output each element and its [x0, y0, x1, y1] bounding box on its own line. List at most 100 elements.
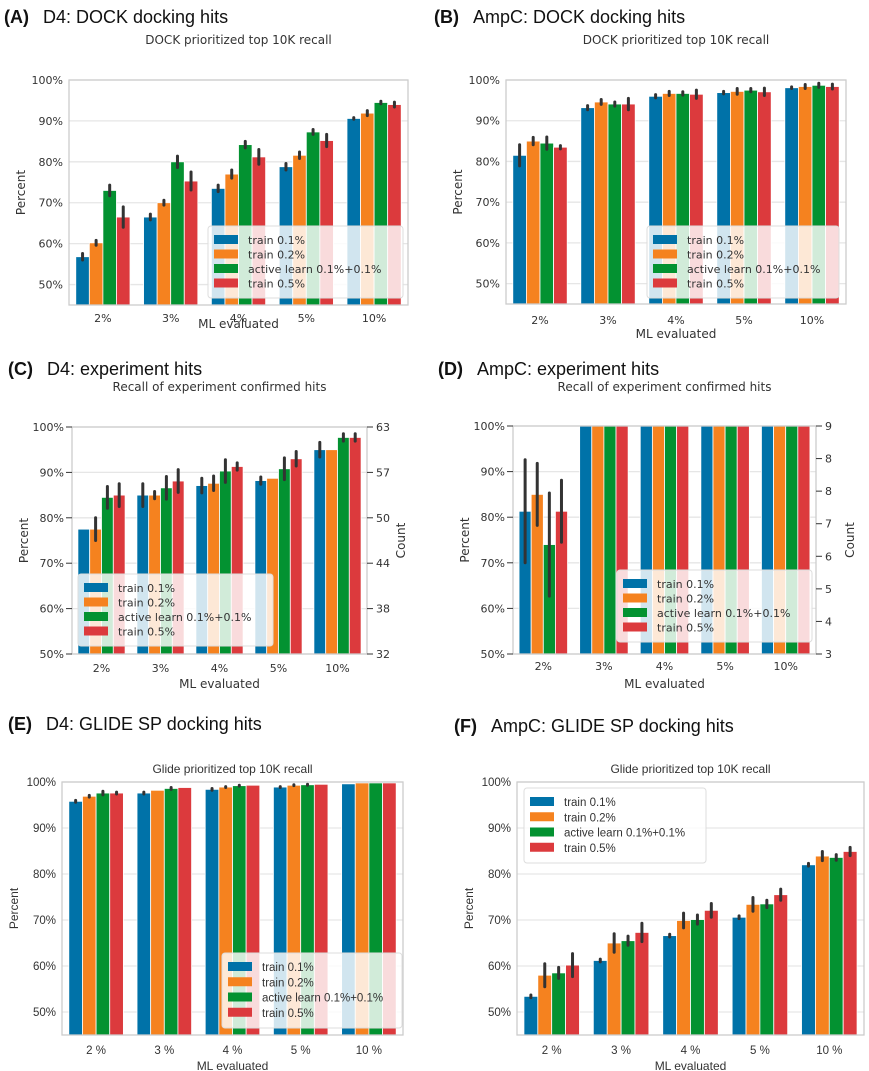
y-axis-label: Percent [7, 887, 21, 929]
legend-label: train 0.5% [262, 1008, 314, 1020]
legend: train 0.1%train 0.2%active learn 0.1%+0.… [207, 225, 404, 299]
chart-f: Glide prioritized top 10K recall 50% 60% 70… [462, 762, 865, 1071]
bar [313, 449, 327, 655]
right-y-tick-label: 9 [825, 420, 832, 433]
legend-box [646, 225, 840, 299]
legend-label: active learn 0.1%+0.1% [657, 607, 790, 620]
y-tick-label: 50% [481, 648, 505, 661]
y-tick-label: 50% [33, 1007, 56, 1019]
y-tick-label: 100% [469, 74, 500, 87]
chart-b: DOCK prioritized top 10K recall 50% 60% 70%… [451, 33, 847, 341]
plot-frame [505, 79, 847, 305]
legend-box [207, 225, 404, 299]
legend-label: train 0.2% [262, 977, 314, 989]
bar [289, 458, 303, 655]
chart-title: Glide prioritized top 10K recall [610, 762, 770, 776]
y-tick-label: 90% [476, 115, 500, 128]
panel-a-title: D4: DOCK docking hits [43, 7, 229, 27]
legend-label: active learn 0.1%+0.1% [564, 828, 685, 840]
legend: train 0.1%train 0.2%active learn 0.1%+0.… [523, 787, 707, 864]
bar [68, 800, 83, 1036]
bar [348, 437, 362, 655]
panel-a: (A) D4: DOCK docking hits DOCK prioritize… [0, 0, 434, 352]
right-y-tick-label: 3 [825, 648, 832, 661]
y-tick-label: 70% [481, 557, 505, 570]
legend-swatch [84, 626, 108, 636]
right-y-tick-label: 44 [376, 557, 390, 570]
legend-swatch [228, 977, 252, 987]
legend-swatch [84, 583, 108, 592]
y-axis-label: Percent [451, 169, 465, 214]
x-tick-label: 4 % [223, 1045, 243, 1057]
bar [580, 107, 595, 305]
bar [591, 425, 605, 655]
x-tick-label: 10% [362, 312, 386, 325]
bar [183, 180, 199, 306]
x-tick-label: 4% [656, 660, 673, 673]
bar [163, 788, 179, 1036]
bar [109, 792, 124, 1036]
panel-c-letter: (C) [8, 359, 33, 379]
x-tick-label: 3 % [611, 1045, 631, 1057]
panel-b-heading: (B) AmpC: DOCK docking hits [434, 7, 685, 28]
x-axis-label: ML evaluated [624, 677, 705, 691]
right-y-tick-label: 38 [376, 603, 390, 616]
bar [150, 789, 165, 1036]
y-tick-label: 60% [488, 961, 511, 973]
bar [745, 903, 761, 1036]
bar [592, 960, 608, 1036]
y-tick-label: 70% [476, 196, 500, 209]
bar [523, 995, 539, 1036]
panel-b: (B) AmpC: DOCK docking hits DOCK prioriti… [434, 0, 869, 352]
panel-a-letter: (A) [4, 7, 29, 27]
y-axis-label: Percent [17, 518, 31, 563]
bar [606, 942, 622, 1036]
x-tick-label: 4 % [681, 1045, 701, 1057]
panel-c-heading: (C) D4: experiment hits [8, 359, 202, 380]
legend-swatch [530, 812, 554, 822]
y-tick-label: 90% [481, 466, 505, 479]
x-tick-label: 5 % [291, 1045, 311, 1057]
right-y-tick-label: 6 [825, 550, 832, 563]
legend-label: train 0.2% [118, 597, 175, 610]
y-axis-label: Percent [458, 517, 472, 562]
panel-d-letter: (D) [438, 359, 463, 379]
bar [662, 935, 678, 1036]
panel-e: (E) D4: GLIDE SP docking hits Glide prior… [0, 704, 434, 1071]
bar [512, 154, 527, 305]
x-tick-label: 5 % [750, 1045, 770, 1057]
legend-label: train 0.2% [657, 593, 714, 606]
legend-label: train 0.1% [657, 578, 714, 591]
bar [603, 425, 617, 655]
panel-d-title: AmpC: experiment hits [477, 359, 660, 379]
x-axis-label: ML evaluated [655, 1059, 727, 1071]
bar [815, 855, 830, 1036]
y-tick-label: 70% [40, 557, 64, 570]
panel-b-title: AmpC: DOCK docking hits [473, 7, 686, 27]
legend-swatch [228, 992, 252, 1002]
legend-label: train 0.2% [564, 812, 616, 824]
plot-frame [516, 781, 865, 1036]
bar [634, 932, 650, 1036]
legend-box [221, 952, 403, 1029]
bar [620, 940, 636, 1036]
y-tick-label: 90% [39, 115, 63, 128]
y-tick-label: 100% [27, 777, 56, 789]
legend-swatch [214, 278, 238, 288]
bar [828, 857, 844, 1036]
x-axis-label: ML evaluated [636, 327, 717, 341]
legend-label: active learn 0.1%+0.1% [687, 263, 820, 276]
y-tick-label: 80% [33, 869, 56, 881]
y-tick-label: 60% [40, 603, 64, 616]
panel-a-heading: (A) D4: DOCK docking hits [4, 7, 228, 28]
y-tick-label: 80% [39, 156, 63, 169]
x-tick-label: 3% [595, 660, 612, 673]
legend-swatch [623, 608, 647, 617]
x-tick-label: 2% [93, 662, 110, 675]
legend-label: train 0.5% [564, 843, 616, 855]
y-tick-label: 100% [474, 420, 505, 433]
legend: train 0.1%train 0.2%active learn 0.1%+0.… [221, 952, 403, 1029]
legend-box [523, 787, 707, 864]
y-tick-label: 100% [482, 777, 511, 789]
y-axis-label: Percent [14, 170, 28, 215]
